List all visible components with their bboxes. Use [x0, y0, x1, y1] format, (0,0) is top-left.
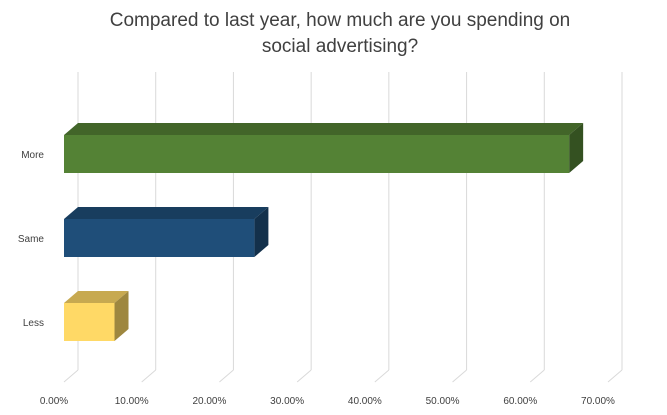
category-label: Same — [18, 234, 45, 245]
x-tick-label: 30.00% — [270, 396, 304, 407]
bar-top-face — [64, 123, 584, 135]
gridline-floor — [219, 369, 234, 383]
bar-side-face — [114, 291, 129, 341]
gridline-floor — [529, 369, 545, 383]
x-tick-label: 60.00% — [503, 396, 537, 407]
x-tick-label: 20.00% — [192, 396, 226, 407]
x-tick-label: 70.00% — [581, 396, 615, 407]
gridline-floor — [296, 369, 312, 383]
gridline-floor — [141, 369, 157, 383]
bar-side-face — [569, 123, 584, 173]
gridline-floor — [374, 369, 390, 383]
gridline-floor — [452, 369, 467, 383]
bar — [64, 303, 115, 341]
chart-title: Compared to last year, how much are you … — [109, 10, 571, 57]
bar-top-face — [64, 207, 269, 219]
x-tick-label: 10.00% — [115, 396, 149, 407]
category-label: More — [21, 150, 44, 161]
x-tick-label: 50.00% — [426, 396, 460, 407]
bar-side-face — [254, 207, 269, 257]
x-tick-label: 0.00% — [40, 396, 68, 407]
bar — [64, 135, 570, 173]
bar-top-face — [64, 291, 129, 303]
x-tick-label: 40.00% — [348, 396, 382, 407]
category-label: Less — [23, 318, 44, 329]
gridline-floor — [63, 369, 79, 383]
gridline-floor — [607, 369, 623, 383]
bar — [64, 219, 255, 257]
